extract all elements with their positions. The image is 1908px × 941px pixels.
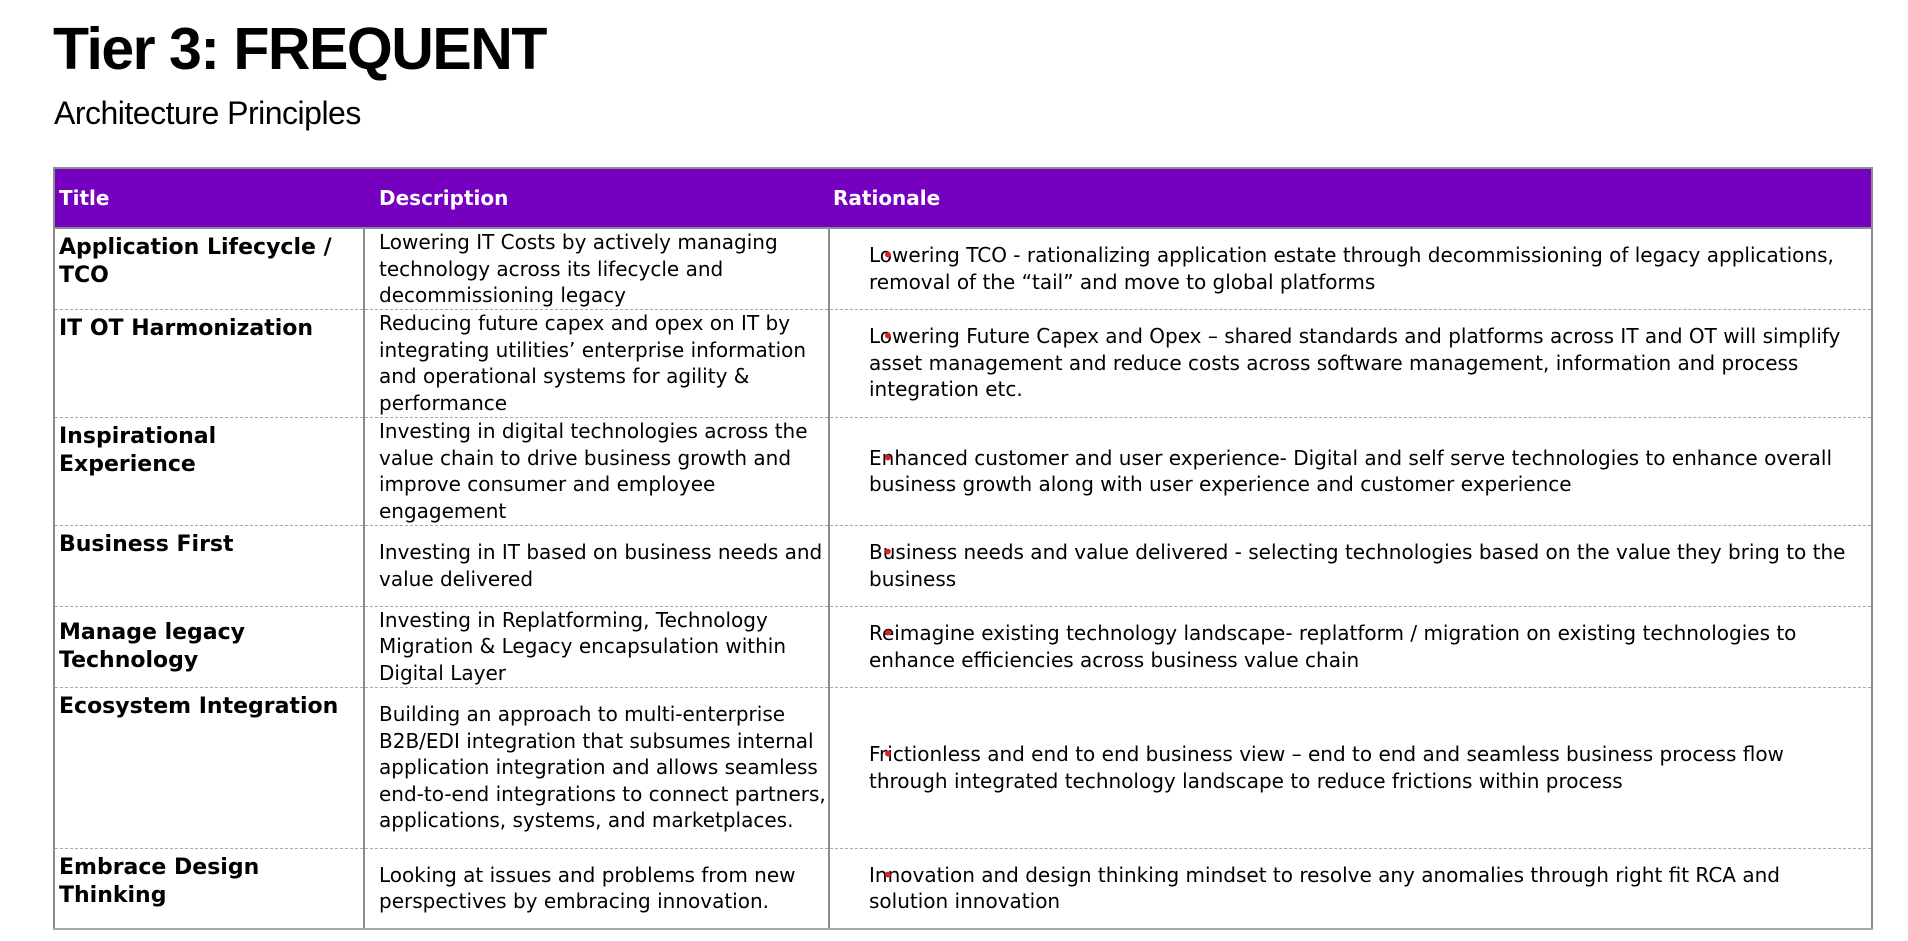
principles-table: Title Description Rationale Application … bbox=[53, 167, 1873, 930]
bullet-icon: • bbox=[882, 243, 894, 268]
rationale-text: Lowering Future Capex and Opex – shared … bbox=[869, 324, 1841, 402]
principle-description: Investing in IT based on business needs … bbox=[364, 525, 830, 607]
table-row: Manage legacy Technology Investing in Re… bbox=[54, 606, 1872, 688]
rationale-text: Lowering TCO - rationalizing application… bbox=[869, 243, 1834, 294]
principle-title: Business First bbox=[54, 525, 365, 607]
bullet-icon: • bbox=[882, 621, 894, 645]
page-subtitle: Architecture Principles bbox=[54, 95, 361, 131]
column-header-title: Title bbox=[54, 168, 364, 229]
column-header-rationale: Rationale bbox=[829, 168, 1872, 229]
rationale-text: Enhanced customer and user experience- D… bbox=[869, 445, 1833, 497]
principle-rationale: • Frictionless and end to end business vi… bbox=[829, 687, 1872, 849]
table-row: Inspirational Experience Investing in di… bbox=[54, 417, 1872, 526]
table-header-row: Title Description Rationale bbox=[54, 168, 1872, 229]
principle-title: IT OT Harmonization bbox=[54, 309, 365, 418]
principle-description: Reducing future capex and opex on IT by … bbox=[364, 309, 830, 418]
principle-title: Application Lifecycle / TCO bbox=[54, 228, 365, 310]
principle-rationale: • Lowering Future Capex and Opex – shared… bbox=[829, 309, 1872, 418]
principle-title: Manage legacy Technology bbox=[54, 606, 365, 688]
bullet-icon: • bbox=[882, 324, 894, 349]
principle-rationale: • Lowering TCO - rationalizing applicatio… bbox=[829, 228, 1872, 310]
principle-rationale: • Reimagine existing technology landscape… bbox=[829, 606, 1872, 688]
principle-rationale: • Enhanced customer and user experience- … bbox=[829, 417, 1872, 526]
bullet-icon: • bbox=[882, 742, 894, 766]
principle-description: Investing in Replatforming, Technology M… bbox=[364, 606, 830, 688]
table-row: Embrace Design Thinking Looking at issue… bbox=[54, 848, 1872, 930]
bullet-icon: • bbox=[882, 862, 894, 887]
principle-description: Looking at issues and problems from new … bbox=[364, 848, 830, 930]
column-header-description: Description bbox=[364, 168, 829, 229]
page-title: Tier 3: FREQUENT bbox=[53, 16, 547, 82]
rationale-text: Frictionless and end to end business vie… bbox=[869, 742, 1784, 793]
table-row: Application Lifecycle / TCO Lowering IT … bbox=[54, 228, 1872, 310]
principle-description: Investing in digital technologies across… bbox=[364, 417, 830, 526]
principle-description: Lowering IT Costs by actively managing t… bbox=[364, 228, 830, 310]
principle-description: Building an approach to multi-enterprise… bbox=[364, 687, 830, 849]
table-row: Ecosystem Integration Building an approa… bbox=[54, 687, 1872, 849]
bullet-icon: • bbox=[882, 540, 894, 564]
rationale-text: Reimagine existing technology landscape-… bbox=[869, 621, 1797, 672]
table-row: Business First Investing in IT based on … bbox=[54, 525, 1872, 607]
principle-title: Inspirational Experience bbox=[54, 417, 365, 526]
rationale-text: Innovation and design thinking mindset t… bbox=[869, 862, 1780, 914]
rationale-text: Business needs and value delivered - sel… bbox=[869, 540, 1846, 591]
bullet-icon: • bbox=[882, 445, 894, 470]
principle-title: Embrace Design Thinking bbox=[54, 848, 365, 930]
principle-rationale: • Innovation and design thinking mindset … bbox=[829, 848, 1872, 930]
table-row: IT OT Harmonization Reducing future cape… bbox=[54, 309, 1872, 418]
principle-title: Ecosystem Integration bbox=[54, 687, 365, 849]
principle-rationale: • Business needs and value delivered - se… bbox=[829, 525, 1872, 607]
